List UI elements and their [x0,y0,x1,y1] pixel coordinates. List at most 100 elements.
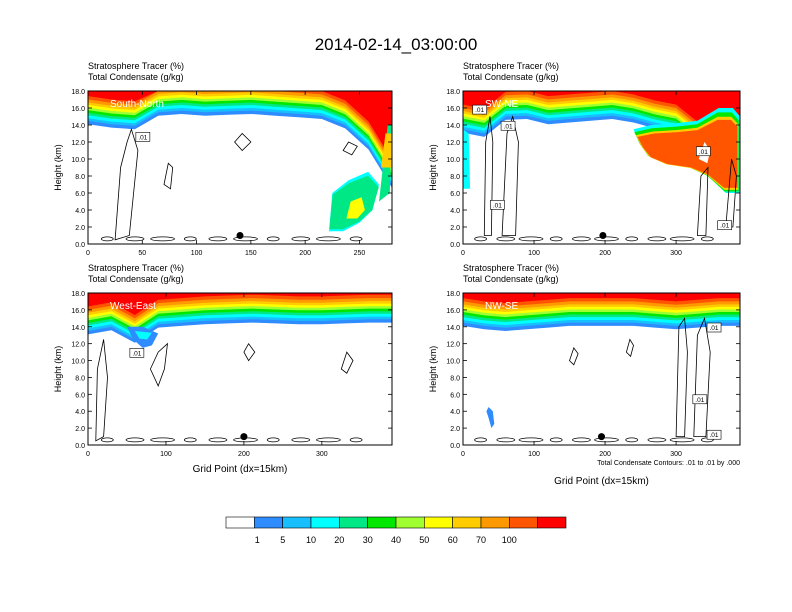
page-title: 2014-02-14_03:00:00 [315,35,478,54]
x-tick-label: 0 [461,250,465,257]
tracer-patch [637,119,738,188]
y-tick-label: 0.0 [75,443,85,450]
x-tick-label: 200 [599,451,611,458]
x-tick-label: 200 [238,451,250,458]
colorbar-box-11 [508,516,538,529]
panel-label: West-East [110,301,156,312]
condensate-contour [340,351,354,374]
plot-frame [87,292,393,446]
contour-label: .01 [132,350,141,357]
x-tick-label: 250 [354,250,366,257]
low-cloud-contour [291,437,311,443]
tracer-band-2 [88,91,392,185]
y-axis-label: Height (km) [428,346,438,393]
panel-title-line1: Stratosphere Tracer (%) [463,263,559,273]
x-tick-label: 200 [299,250,311,257]
y-tick-label: 4.0 [75,208,85,215]
low-cloud-contour [233,236,258,242]
location-marker [599,232,607,239]
panel-title-line2: Total Condensate (g/kg) [463,274,559,284]
y-tick-label: 2.0 [450,426,460,433]
location-marker [240,433,248,441]
y-tick-label: 8.0 [75,174,85,181]
y-tick-label: 0.0 [450,242,460,249]
plot-frame [87,90,393,245]
y-tick-label: 10.0 [71,157,85,164]
low-cloud-contour [474,437,487,443]
contour-label-box [490,200,505,210]
contour-label-box [135,132,151,142]
condensate-contour [569,347,579,366]
condensate-contour [234,132,252,152]
condensate-contour [625,338,634,358]
panel-3: West-East .01 0.0 2.0 4.0 6.0 8.0 10.0 12.0 14.0 1… [53,263,393,475]
contour-label-box [500,120,516,131]
contour-label-box [706,322,722,333]
low-cloud-contour [125,437,145,443]
condensate-contour [483,116,494,236]
y-tick-label: 10.0 [446,359,460,366]
low-cloud-contour [594,236,619,242]
low-cloud-contour [125,236,145,242]
x-tick-label: 300 [670,250,682,257]
y-tick-label: 12.0 [446,140,460,147]
low-cloud-contour [316,437,341,443]
y-tick-label: 14.0 [446,123,460,130]
tracer-fill-layer [463,293,740,443]
y-tick-label: 8.0 [450,375,460,382]
low-cloud-contour [647,236,667,242]
contour-label: .01 [138,134,147,141]
colorbar-box-8 [423,516,453,529]
y-axis-label: Height (km) [53,144,63,191]
y-axis-label: Height (km) [53,346,63,393]
low-cloud-contour [208,236,228,242]
contour-footnote: Total Condensate Contours: .01 to .01 by… [597,460,740,467]
contour-label: .01 [699,149,708,156]
condensate-contour [693,316,711,438]
low-cloud-contour [208,437,228,443]
colorbar-box-9 [452,516,482,529]
panel-title-line2: Total Condensate (g/kg) [88,72,184,82]
low-cloud-contour [291,236,311,242]
x-tick-label: 0 [86,451,90,458]
low-cloud-contour [316,236,341,242]
y-tick-label: 12.0 [71,342,85,349]
panel-title-line1: Stratosphere Tracer (%) [463,61,559,71]
y-tick-label: 16.0 [446,308,460,315]
panel-label: South-North [110,99,164,110]
low-cloud-contour [549,236,563,242]
x-tick-label: 300 [670,451,682,458]
contour-label: .01 [493,202,502,209]
y-tick-label: 12.0 [446,342,460,349]
low-cloud-contour [700,236,714,242]
tracer-band-top [463,293,740,304]
contour-label: .01 [710,432,719,439]
contour-label: .01 [695,397,704,404]
condensate-contour [342,141,358,156]
y-axis-label: Height (km) [428,144,438,191]
low-cloud-contour [647,437,667,443]
tracer-fill-layer [463,91,740,242]
colorbar-label: 1 [255,535,260,545]
panel-label: SW-NE [485,99,518,110]
low-cloud-contour [100,236,114,242]
low-cloud-contour [496,437,516,443]
y-tick-label: 6.0 [450,191,460,198]
tracer-band-top [88,91,392,160]
colorbar-box-4 [310,516,340,529]
y-tick-label: 10.0 [71,359,85,366]
low-cloud-contour [625,236,639,242]
low-cloud-contour [266,236,280,242]
contour-label-box [472,104,487,115]
contour-label-box [706,429,722,440]
panel-title-line2: Total Condensate (g/kg) [88,274,184,284]
condensate-contour [675,317,688,438]
colorbar-label: 100 [502,535,517,545]
y-tick-label: 2.0 [450,225,460,232]
y-tick-label: 14.0 [71,325,85,332]
x-axis-label: Grid Point (dx=15km) [193,464,288,475]
low-cloud-contour [549,437,563,443]
colorbar-label: 50 [419,535,429,545]
colorbar-label: 40 [391,535,401,545]
x-tick-label: 0 [86,250,90,257]
